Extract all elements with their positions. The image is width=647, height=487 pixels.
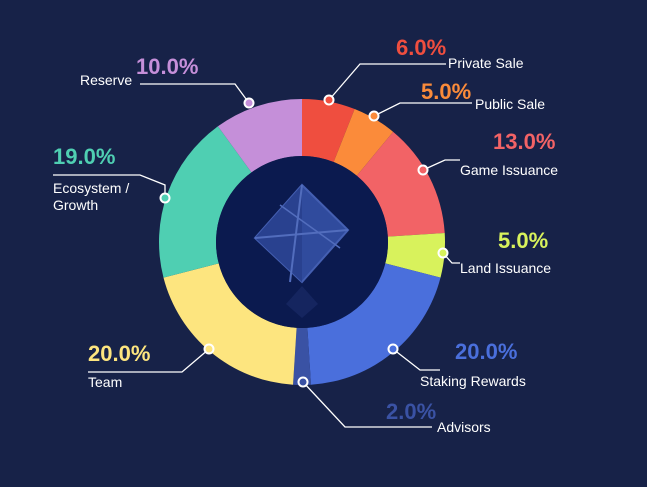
data-label-game-issuance: 13.0% (493, 129, 556, 154)
leader-dot-team (203, 343, 215, 355)
leader-line-private-sale (328, 63, 446, 101)
data-label-private-sale: 6.0% (396, 35, 447, 60)
donut-slices (159, 99, 445, 386)
slice-label-private-sale: Private Sale (448, 55, 524, 71)
data-label-land-issuance: 5.0% (498, 228, 549, 253)
slice-label-staking-rewards: Staking Rewards (420, 373, 526, 389)
leader-dot-game-issuance (417, 164, 429, 176)
slice-land-issuance (385, 233, 445, 278)
slice-label-game-issuance: Game Issuance (460, 162, 559, 178)
slice-team (163, 263, 297, 385)
octahedron-logo-icon (253, 183, 350, 318)
leader-line-advisors (302, 381, 432, 428)
data-label-public-sale: 5.0% (421, 79, 472, 104)
slice-game-issuance (356, 131, 445, 237)
slice-label-reserve: Reserve (80, 72, 133, 88)
leader-line-staking-rewards (392, 348, 440, 371)
donut-center (216, 156, 388, 328)
leader-lines (53, 63, 472, 428)
leader-dot-ecosystem-growth (159, 192, 171, 204)
data-label-staking-rewards: 20.0% (455, 339, 518, 364)
leader-line-reserve (140, 83, 250, 104)
leader-line-ecosystem-growth (53, 174, 166, 198)
slice-label-advisors: Advisors (437, 419, 491, 435)
slice-staking-rewards (307, 263, 441, 385)
data-label-ecosystem-growth: 19.0% (53, 144, 116, 169)
slice-advisors (293, 327, 311, 386)
slice-ecosystem-growth (159, 126, 252, 278)
slice-label-team: Team (88, 374, 123, 390)
leader-dot-reserve (243, 97, 255, 109)
slice-public-sale (333, 109, 394, 176)
slice-private-sale (302, 99, 355, 163)
leader-dot-advisors (297, 376, 309, 388)
leader-line-game-issuance (422, 159, 460, 171)
slice-label-ecosystem-growth: Ecosystem / Growth (53, 180, 130, 213)
leader-line-team (88, 348, 210, 373)
leader-line-public-sale (373, 102, 472, 117)
leader-dot-land-issuance (437, 247, 449, 259)
data-label-advisors: 2.0% (386, 399, 437, 424)
slice-reserve (217, 99, 302, 173)
leader-dot-public-sale (368, 110, 380, 122)
leader-dot-staking-rewards (387, 343, 399, 355)
slice-label-public-sale: Public Sale (475, 96, 546, 112)
data-label-reserve: 10.0% (136, 54, 199, 79)
leader-dot-private-sale (323, 94, 335, 106)
slice-label-land-issuance: Land Issuance (460, 260, 552, 276)
data-label-team: 20.0% (88, 341, 151, 366)
